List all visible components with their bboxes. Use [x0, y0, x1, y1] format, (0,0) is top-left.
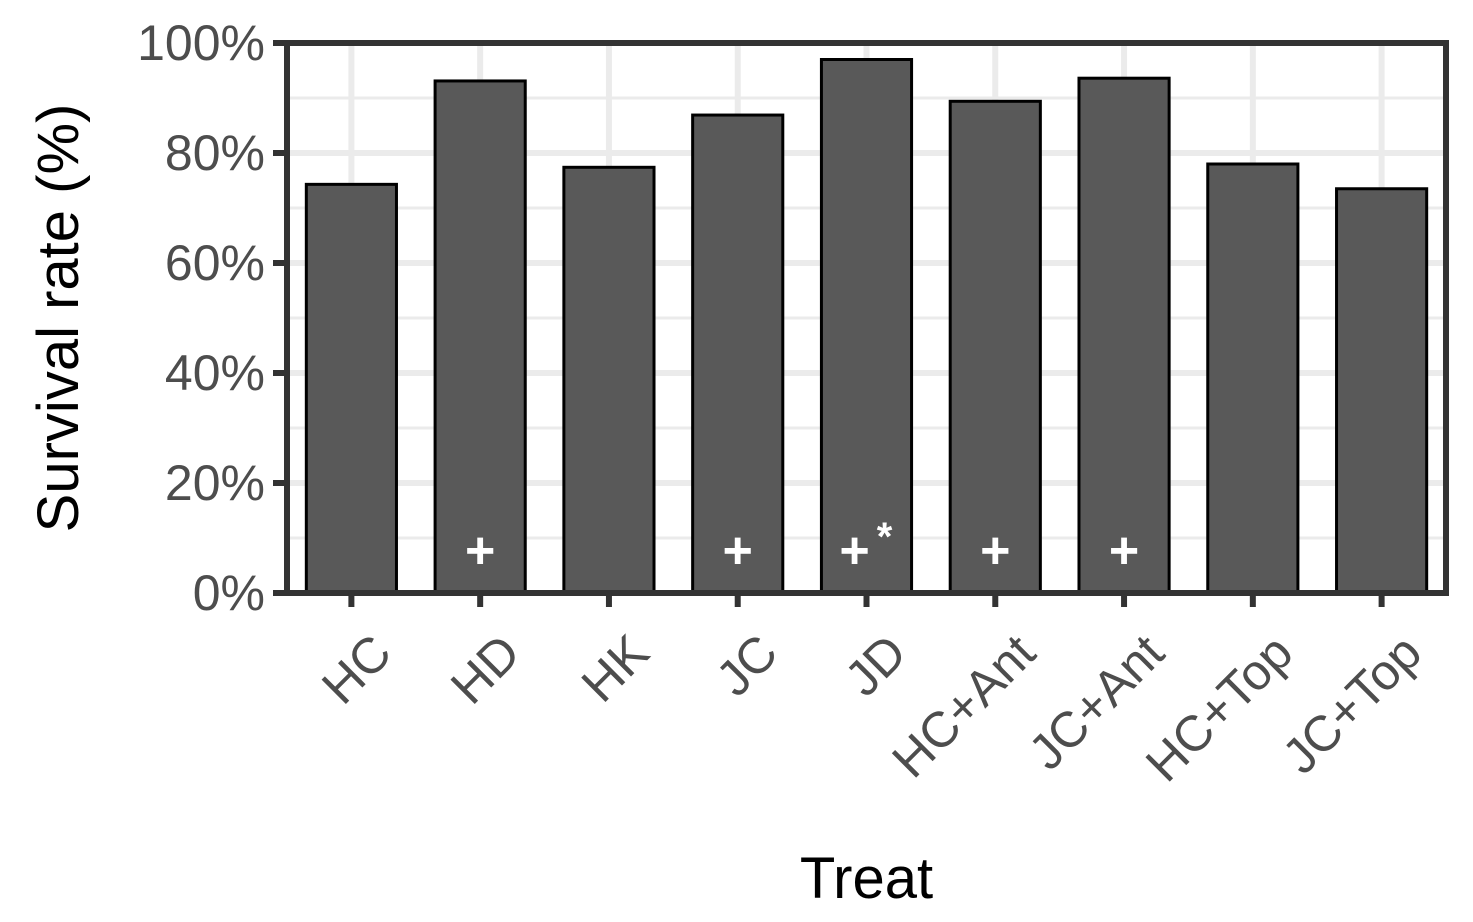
bar-hc: [304, 182, 398, 595]
bar-jc-top: [1335, 187, 1429, 595]
x-tick-label: HC: [311, 624, 402, 715]
y-tick-label: 60%: [165, 235, 265, 291]
x-tick-label: JC+Top: [1272, 624, 1432, 784]
y-axis-title: Survival rate (%): [26, 104, 91, 533]
x-tick-label: HD: [440, 624, 531, 715]
x-tick-label: HC+Ant: [881, 624, 1045, 788]
y-tick-label: 100%: [137, 15, 265, 71]
x-tick-label: HK: [571, 624, 660, 713]
annotation-star: *: [877, 515, 893, 559]
annotations: + + + * + +: [465, 515, 1139, 580]
annotation-plus: +: [465, 522, 495, 580]
bar-jc-ant: [1077, 76, 1171, 595]
annotation-plus: +: [1109, 522, 1139, 580]
x-tick-label: HC+Top: [1135, 624, 1303, 792]
bar-hc-ant: [948, 99, 1042, 595]
y-tick-label: 80%: [165, 125, 265, 181]
annotation-plus: +: [723, 522, 753, 580]
annotation-plus: +: [980, 522, 1010, 580]
y-axis-ticks: 0% 20% 40% 60% 80% 100%: [137, 15, 287, 621]
x-axis-title: Treat: [800, 846, 933, 911]
bar-hd: [433, 79, 527, 595]
y-tick-label: 40%: [165, 345, 265, 401]
y-tick-label: 20%: [165, 455, 265, 511]
bar-jc: [691, 113, 785, 595]
bar-hc-top: [1206, 162, 1300, 595]
x-tick-label: JC: [705, 624, 788, 707]
y-tick-label: 0%: [193, 565, 265, 621]
bars: [304, 58, 1429, 595]
x-tick-label: JD: [834, 624, 917, 707]
bar-hk: [562, 165, 656, 595]
annotation-plus: +: [839, 522, 869, 580]
bar-jd: [819, 58, 914, 595]
